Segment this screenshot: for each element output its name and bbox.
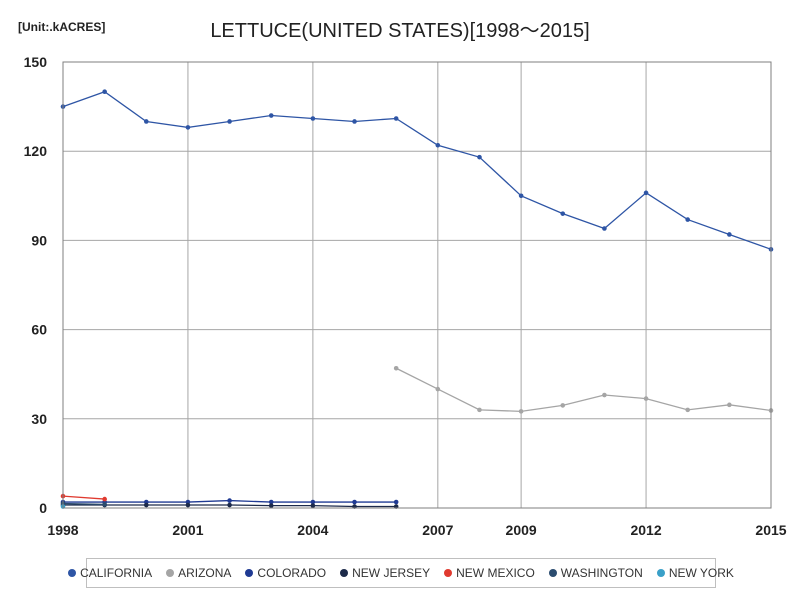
legend-marker (656, 569, 665, 577)
data-point-california (477, 154, 482, 160)
data-point-new-jersey (185, 502, 191, 508)
data-point-california (268, 113, 274, 118)
unit-label: [Unit:.kACRES] (18, 20, 106, 34)
legend-item-new-mexico: NEW MEXICO (444, 566, 535, 580)
legend-item-california: CALIFORNIA (68, 566, 152, 580)
data-point-new-jersey (310, 503, 316, 508)
data-point-colorado (268, 499, 274, 505)
data-point-new-mexico (102, 496, 107, 502)
data-point-california (227, 119, 232, 124)
legend-item-arizona: ARIZONA (166, 566, 231, 580)
y-tick-label: 60 (31, 322, 47, 338)
data-point-california (518, 193, 524, 199)
series-line-new-mexico (62, 495, 105, 500)
series-california (60, 89, 774, 252)
data-point-arizona (643, 396, 649, 401)
data-point-colorado (310, 499, 316, 505)
legend-marker (340, 569, 349, 577)
series-line-washington (62, 502, 105, 506)
legend-item-colorado: COLORADO (245, 566, 326, 580)
y-tick-label: 90 (31, 232, 47, 248)
legend-label: WASHINGTON (560, 566, 643, 580)
legend-label: NEW YORK (668, 566, 734, 580)
grid-lines (62, 61, 772, 509)
data-point-arizona (435, 386, 441, 392)
data-point-california (143, 119, 149, 124)
x-tick-label: 2015 (755, 522, 786, 538)
data-point-arizona (727, 402, 732, 408)
series-line-arizona (395, 367, 772, 413)
data-point-california (310, 116, 316, 121)
x-tick-label: 2009 (506, 522, 537, 538)
legend-item-washington: WASHINGTON (548, 566, 643, 580)
legend-label: NEW JERSEY (352, 566, 431, 580)
legend-item-new-york: NEW YORK (656, 566, 734, 580)
legend-marker (444, 569, 453, 577)
y-tick-label: 0 (39, 500, 47, 516)
data-point-washington (102, 502, 107, 507)
data-point-arizona (518, 409, 524, 414)
data-point-california (393, 116, 399, 121)
chart-title: LETTUCE(UNITED STATES)[1998～2015] (210, 20, 590, 42)
legend-label: NEW MEXICO (456, 566, 535, 580)
legend-item-new-jersey: NEW JERSEY (340, 566, 430, 580)
data-point-new-jersey (143, 502, 149, 508)
legend-marker (548, 569, 557, 577)
y-tick-label: 120 (24, 143, 48, 159)
series-line-california (62, 91, 772, 250)
data-point-colorado (352, 499, 357, 505)
axis-labels: 0 30 60 90 120 150 1998 2001 2004 2007 2009 2012 201… (24, 54, 787, 538)
legend-label: COLORADO (257, 566, 327, 580)
data-point-california (560, 211, 566, 216)
data-point-california (685, 217, 691, 222)
series-new-mexico (60, 493, 107, 502)
data-point-arizona (393, 365, 399, 371)
data-point-new-jersey (227, 502, 232, 508)
series-arizona (393, 365, 774, 414)
legend-marker (166, 569, 175, 577)
data-point-arizona (560, 403, 566, 408)
x-tick-label: 1998 (47, 522, 78, 538)
y-tick-label: 30 (31, 411, 47, 427)
data-point-california (102, 89, 107, 95)
data-point-arizona (685, 407, 691, 413)
data-point-arizona (602, 392, 607, 398)
data-point-new-jersey (268, 503, 274, 508)
chart-legend: CALIFORNIA ARIZONA COLORADO NEW JERSEY NEW M… (68, 558, 734, 588)
data-point-california (352, 119, 357, 124)
data-point-california (185, 125, 191, 130)
data-point-colorado (227, 498, 232, 503)
data-point-california (435, 142, 441, 148)
legend-marker (245, 569, 254, 577)
legend-label: ARIZONA (178, 566, 232, 580)
data-point-california (643, 190, 649, 196)
x-tick-label: 2001 (172, 522, 203, 538)
data-point-california (727, 232, 732, 237)
y-tick-label: 150 (24, 54, 48, 70)
data-point-colorado (393, 499, 399, 505)
legend-marker (68, 569, 77, 577)
data-point-california (602, 226, 607, 231)
x-tick-label: 2007 (422, 522, 453, 538)
plot-frame (62, 61, 772, 509)
data-point-arizona (477, 407, 482, 413)
series-layer (60, 89, 774, 509)
x-tick-label: 2012 (630, 522, 661, 538)
legend-label: CALIFORNIA (80, 566, 153, 580)
x-tick-label: 2004 (297, 522, 328, 538)
